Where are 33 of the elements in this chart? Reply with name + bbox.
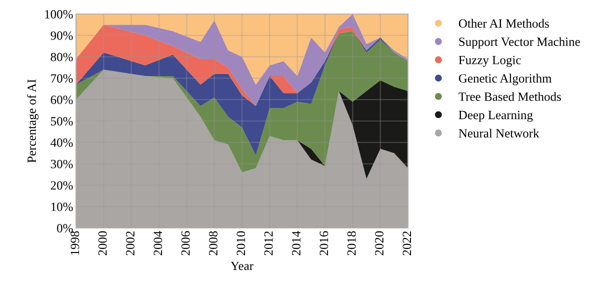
x-tick-label: 2006 — [181, 231, 190, 256]
x-tick-label: 2000 — [98, 231, 107, 256]
y-tick-label: 90% — [50, 31, 73, 40]
x-tick-label: 2022 — [402, 231, 412, 256]
x-tick-label: 2004 — [154, 230, 162, 256]
x-tick-label: 1998 — [70, 231, 80, 255]
x-tick-label: 2016 — [320, 231, 328, 256]
x-tick-label: 2008 — [209, 231, 218, 256]
legend-label: Neural Network — [458, 128, 540, 138]
x-tick-label: 2020 — [375, 231, 384, 256]
legend-label: Deep Learning — [458, 110, 533, 122]
y-tick-label: 0% — [57, 224, 73, 232]
y-axis-title: Percentage of AI — [27, 79, 39, 163]
y-tick-label: 80% — [50, 52, 73, 62]
x-tick-label: 2002 — [126, 231, 134, 256]
legend-label: Fuzzy Logic — [458, 56, 521, 67]
y-tick-label: 70% — [51, 74, 73, 83]
y-tick-label: 40% — [50, 138, 73, 147]
x-tick-label: 2012 — [264, 231, 273, 256]
y-tick-label: 30% — [50, 160, 73, 168]
x-tick-label: 2010 — [236, 231, 246, 256]
x-tick-label: 2018 — [347, 231, 356, 256]
y-tick-label: 100% — [45, 10, 73, 18]
y-tick-label: 10% — [51, 202, 73, 212]
y-tick-label: 60% — [50, 96, 73, 104]
x-tick-label: 2014 — [292, 230, 300, 256]
legend-label: Genetic Algorithm — [458, 74, 552, 86]
legend-label: Other AI Methods — [458, 18, 549, 28]
y-tick-label: 50% — [51, 117, 73, 126]
legend-label: Tree Based Methods — [458, 92, 561, 101]
x-axis-title: Year — [230, 262, 254, 270]
legend-label: Support Vector Machine — [459, 37, 580, 49]
y-tick-label: 20% — [50, 181, 73, 190]
